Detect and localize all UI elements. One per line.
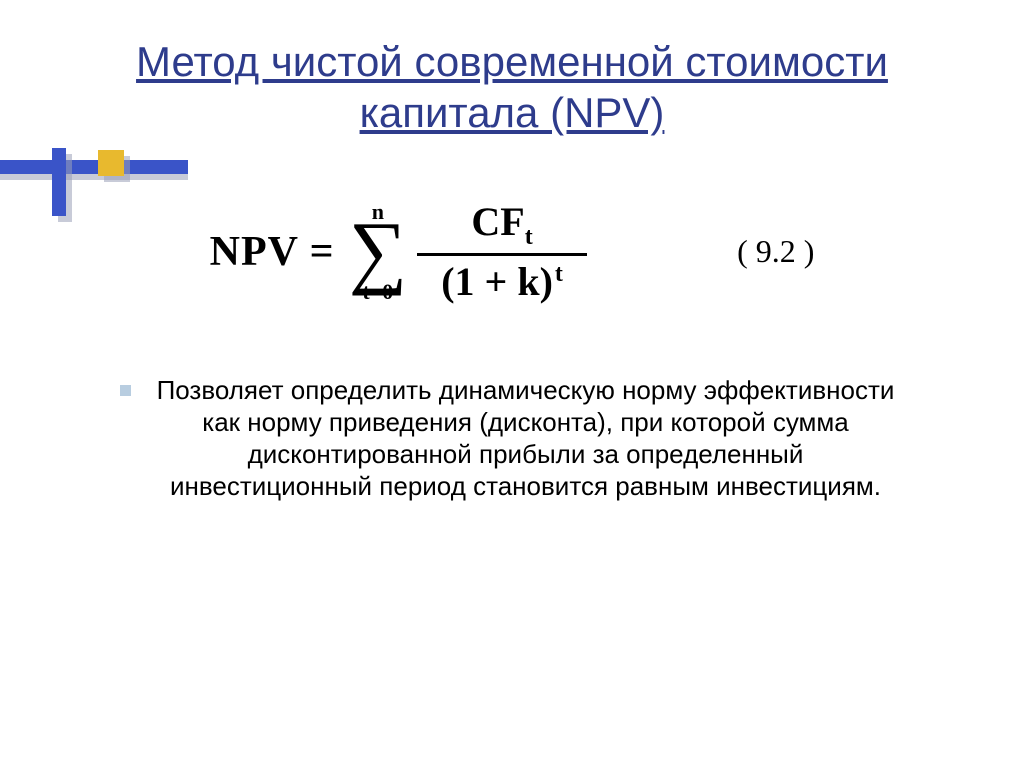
formula-lhs: NPV = xyxy=(210,228,335,276)
sum-lower: t=0 xyxy=(362,281,393,303)
npv-formula: NPV = n ∑ t=0 CFt (1 + k)t xyxy=(210,198,587,305)
fraction: CFt (1 + k)t xyxy=(417,198,587,305)
numerator-base: CF xyxy=(471,199,524,244)
bullet-text: Позволяет определить динамическую норму … xyxy=(147,375,904,502)
equation-number: ( 9.2 ) xyxy=(737,233,814,270)
denom-sup: t xyxy=(555,261,563,287)
formula-row: NPV = n ∑ t=0 CFt (1 + k)t ( 9.2 ) xyxy=(50,198,974,305)
bullet-item: Позволяет определить динамическую норму … xyxy=(50,375,974,502)
numerator: CFt xyxy=(461,198,542,253)
summation: n ∑ t=0 xyxy=(349,201,407,303)
bullet-icon xyxy=(120,385,131,396)
sigma-symbol: ∑ xyxy=(349,219,407,283)
denominator: (1 + k)t xyxy=(441,256,563,305)
denom-base: (1 + k) xyxy=(441,259,553,304)
numerator-sub: t xyxy=(525,224,533,250)
slide-title: Метод чистой современной стоимости капит… xyxy=(50,36,974,138)
